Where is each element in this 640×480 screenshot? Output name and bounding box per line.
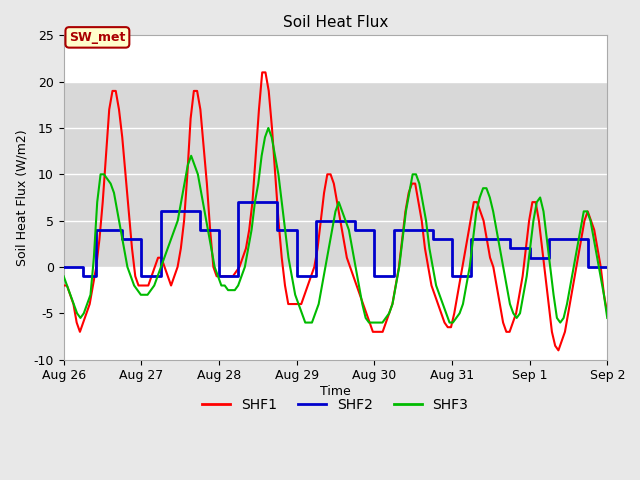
- Legend: SHF1, SHF2, SHF3: SHF1, SHF2, SHF3: [197, 393, 474, 418]
- Text: SW_met: SW_met: [69, 31, 125, 44]
- Title: Soil Heat Flux: Soil Heat Flux: [283, 15, 388, 30]
- Bar: [63, 82, 607, 267]
- Y-axis label: Soil Heat Flux (W/m2): Soil Heat Flux (W/m2): [15, 129, 28, 266]
- X-axis label: Time: Time: [320, 385, 351, 398]
